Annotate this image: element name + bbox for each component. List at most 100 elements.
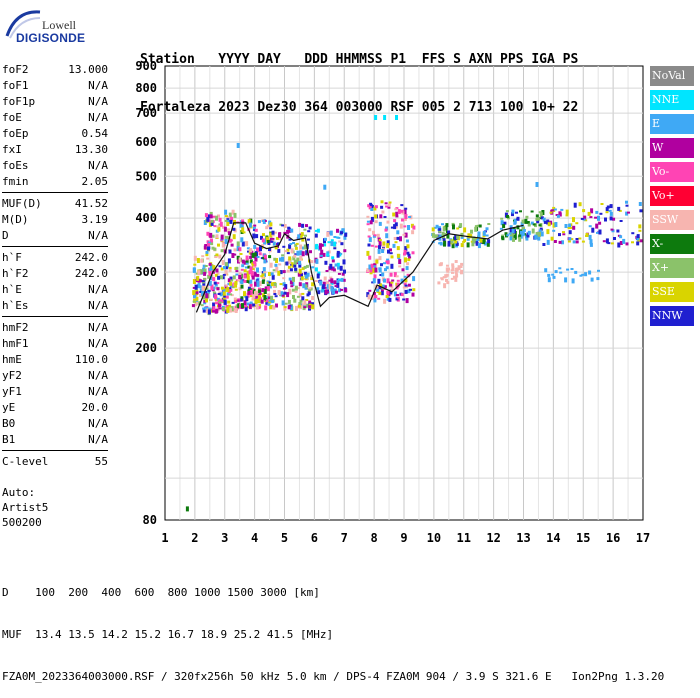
echo-point [402,286,406,289]
parameter-row: foEs N/A [2,158,108,174]
echo-point [224,209,228,215]
echo-point [625,211,629,216]
echo-point [404,284,408,287]
echo-point [394,222,398,227]
echo-point [477,231,481,235]
echo-point [207,243,210,247]
echo-point [324,237,327,241]
echo-point [226,219,230,223]
echo-point [617,206,621,211]
echo-point [403,249,407,254]
parameter-row: foF1 N/A [2,78,108,94]
echo-point [253,244,257,249]
echo-point [306,238,310,241]
echo-point [293,259,297,265]
echo-point [283,291,287,295]
echo-point [589,242,593,247]
parameter-row: hmF2 N/A [2,320,108,336]
echo-point [248,222,252,228]
echo-point [204,265,208,267]
parameter-value: 41.52 [74,197,108,210]
echo-point [230,243,234,247]
parameter-row: yF1 N/A [2,384,108,400]
echo-point [261,244,265,247]
echo-point [308,226,312,230]
echo-point [203,271,207,276]
echo-point [249,283,253,287]
echo-point [268,248,271,251]
echo-point [383,262,386,265]
echo-point [261,279,265,284]
echo-point [239,223,243,228]
echo-point [246,270,250,276]
echo-point [249,259,253,264]
echo-point [604,217,607,222]
echo-point [447,240,451,244]
digisonde-logo: Lowell DIGISONDE [4,6,85,45]
echo-point [404,257,407,263]
echo-point [281,224,285,227]
echo-point [207,309,211,315]
echo-point [447,242,451,247]
echo-point [320,243,324,247]
echo-point [273,289,276,293]
echo-point [324,260,328,265]
echo-point [314,280,318,282]
echo-point [212,291,216,294]
echo-point [328,284,332,290]
echo-point [396,279,400,282]
echo-point [203,299,207,303]
echo-point [368,264,372,270]
echo-point [290,262,294,265]
x-tick-label: 1 [161,531,168,545]
echo-point [387,203,391,207]
echo-point [336,228,339,233]
echo-point [269,262,273,268]
echo-point [396,253,400,258]
echo-point [474,226,478,232]
echo-point [454,235,458,240]
echo-point [294,285,298,291]
parameter-row: hmE 110.0 [2,352,108,368]
echo-point [281,294,285,297]
echo-point [260,299,264,304]
echo-point [299,255,303,261]
echo-point [446,264,449,267]
echo-point [246,292,250,298]
echo-point [288,277,292,281]
echo-point [605,211,609,214]
echo-point [268,225,272,228]
echo-point [378,241,382,247]
echo-point [293,254,297,258]
x-tick-label: 2 [191,531,198,545]
echo-point [291,263,295,268]
echo-point [216,282,220,285]
parameter-label: foE [2,111,22,124]
echo-point [282,245,286,248]
echo-point [237,259,240,264]
echo-point [405,298,409,304]
x-tick-label: 13 [516,531,530,545]
echo-point [214,302,218,305]
echo-point [477,243,481,249]
echo-point [477,238,481,241]
echo-point [371,295,374,300]
x-tick-label: 16 [606,531,620,545]
echo-point [240,284,244,289]
echo-point [288,290,292,295]
echo-point [435,224,439,228]
echo-point [291,288,295,292]
echo-point [389,272,393,277]
echo-point [512,227,516,230]
echo-point [196,284,200,289]
echo-point [541,210,545,215]
echo-point [303,228,307,231]
echo-point [255,234,259,239]
y-tick-label: 700 [135,106,157,120]
echo-point [377,278,381,284]
echo-point [268,255,272,259]
echo-point [259,246,262,252]
echo-point [277,248,281,253]
echo-point [326,281,329,285]
echo-point [208,262,212,266]
